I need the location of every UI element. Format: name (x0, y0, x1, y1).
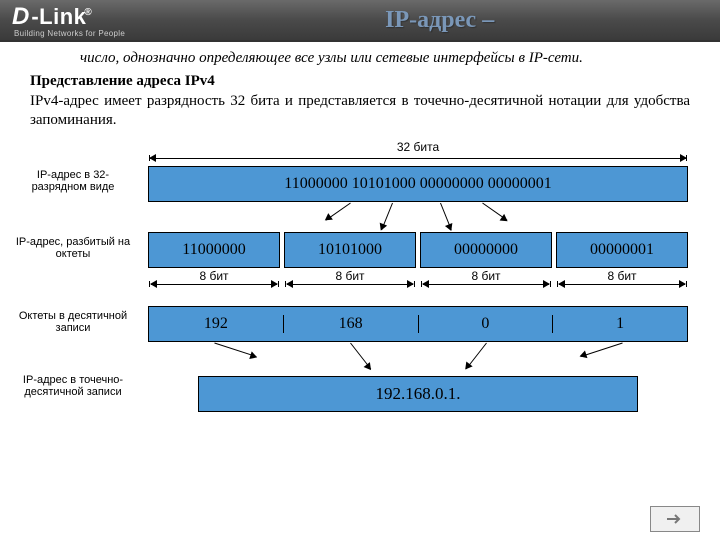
arrow-merge-4 (580, 342, 622, 357)
ip-diagram: 32 бита IP-адрес в 32-разрядном виде 110… (30, 136, 690, 446)
arrow-merge-2 (350, 342, 371, 369)
label-8bit-3: 8 бит (420, 269, 552, 283)
arrow-8bit-4 (559, 284, 685, 285)
label-row3: Октеты в десятичной записи (12, 310, 134, 335)
label-8bit-1: 8 бит (148, 269, 280, 283)
arrow-32bit (150, 158, 686, 159)
label-8bit-2: 8 бит (284, 269, 416, 283)
arrow-8bit-3 (423, 284, 549, 285)
arrow-8bit-2 (287, 284, 413, 285)
logo: D -Link® Building Networks for People (12, 3, 125, 38)
intro-text: число, однозначно определяющее все узлы … (30, 50, 690, 67)
bar-octet-bin-3: 00000001 (556, 232, 688, 268)
label-row4: IP-адрес в точечно-десятичной записи (12, 374, 134, 399)
subtitle: Представление адреса IPv4 (30, 73, 690, 90)
bar-full-binary: 11000000 10101000 00000000 00000001 (148, 166, 688, 202)
arrow-split-4 (482, 202, 507, 220)
content-area: число, однозначно определяющее все узлы … (0, 42, 720, 446)
bar-octet-dec: 192 168 0 1 (148, 306, 688, 342)
seg-dec-2: 0 (419, 315, 554, 333)
seg-dec-1: 168 (284, 315, 419, 333)
label-8bit-4: 8 бит (556, 269, 688, 283)
arrow-merge-3 (466, 342, 487, 369)
next-button[interactable] (650, 506, 700, 532)
seg-dec-3: 1 (553, 315, 687, 333)
logo-tagline: Building Networks for People (14, 29, 125, 38)
logo-link-text: -Link® (31, 4, 92, 30)
page-title: IP-адрес – (385, 7, 494, 34)
arrow-split-2 (381, 203, 393, 230)
bar-octet-bin-2: 00000000 (420, 232, 552, 268)
arrow-split-3 (440, 203, 452, 230)
label-row1: IP-адрес в 32-разрядном виде (12, 169, 134, 194)
arrow-split-1 (326, 202, 351, 220)
logo-d: D (12, 3, 29, 31)
bar-octet-bin-1: 10101000 (284, 232, 416, 268)
label-row2: IP-адрес, разбитый на октеты (12, 236, 134, 261)
arrow-8bit-1 (151, 284, 277, 285)
bar-octet-bin-0: 11000000 (148, 232, 280, 268)
bar-dotted: 192.168.0.1. (198, 376, 638, 412)
seg-dec-0: 192 (149, 315, 284, 333)
label-32bit: 32 бита (148, 140, 688, 154)
arrow-merge-1 (214, 342, 256, 357)
description: IPv4-адрес имеет разрядность 32 бита и п… (30, 92, 690, 130)
header-bar: D -Link® Building Networks for People IP… (0, 0, 720, 42)
